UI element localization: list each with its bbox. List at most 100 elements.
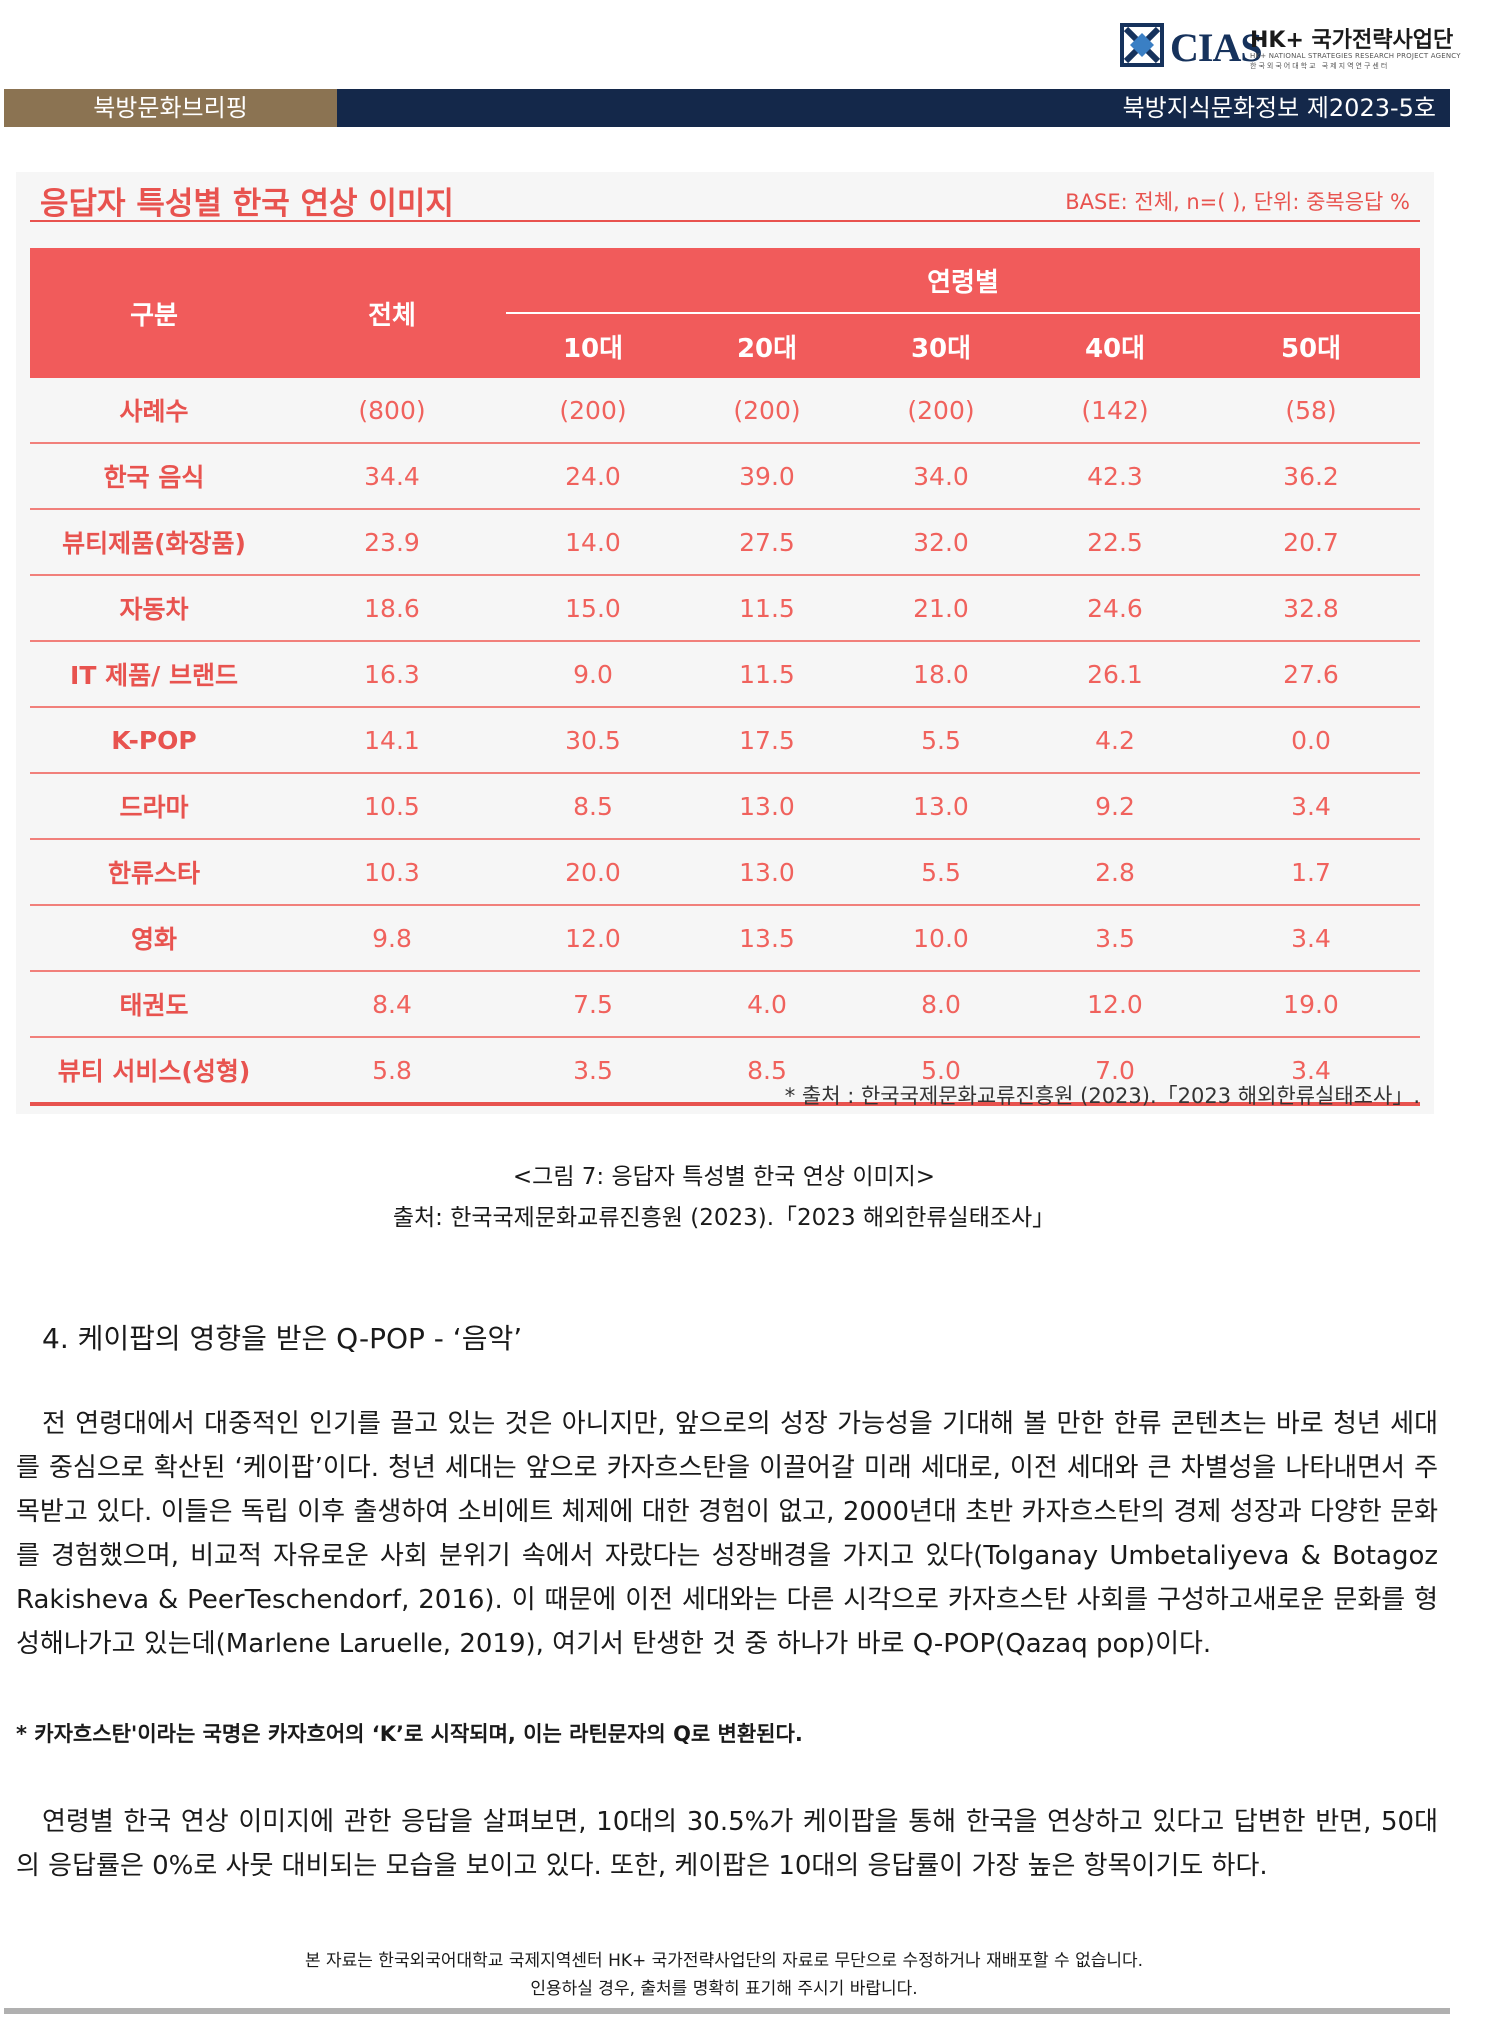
- table-row: 뷰티 서비스(성형) 5.8 3.5 8.5 5.0 7.0 3.4: [30, 1037, 1421, 1106]
- logo-subtitle-en: HK+ NATIONAL STRATEGIES RESEARCH PROJECT…: [1250, 52, 1461, 60]
- row-category: 영화: [30, 905, 278, 972]
- table-cell: 21.0: [854, 575, 1028, 642]
- table-cell: 4.0: [680, 971, 854, 1038]
- table-cell: 11.5: [680, 575, 854, 642]
- table-row: 태권도 8.4 7.5 4.0 8.0 12.0 19.0: [30, 971, 1421, 1038]
- footer-notice: 본 자료는 한국외국어대학교 국제지역센터 HK+ 국가전략사업단의 자료로 무…: [304, 1951, 1144, 1971]
- header-age-group: 연령별: [506, 248, 1421, 314]
- table-cell: 13.0: [854, 773, 1028, 840]
- table-cell: 5.5: [854, 839, 1028, 906]
- row-category: K-POP: [30, 707, 278, 774]
- table-cell: 20.0: [506, 839, 680, 906]
- table-cell: (200): [680, 378, 854, 444]
- table-cell: 11.5: [680, 641, 854, 708]
- table-row: 사례수 (800) (200) (200) (200) (142) (58): [30, 378, 1421, 444]
- table-cell: 19.0: [1202, 971, 1421, 1038]
- header-category: 구분: [30, 248, 278, 378]
- table-row: IT 제품/ 브랜드 16.3 9.0 11.5 18.0 26.1 27.6: [30, 641, 1421, 708]
- table-cell: 13.0: [680, 773, 854, 840]
- table-cell: 39.0: [680, 443, 854, 510]
- table-cell: 5.8: [278, 1037, 506, 1106]
- cias-logo: CIAS HK+ 국가전략사업단 HK+ NATIONAL STRATEGIES…: [1120, 20, 1461, 70]
- table-cell: 24.0: [506, 443, 680, 510]
- table-cell: (58): [1202, 378, 1421, 444]
- header-age-column: 20대: [680, 313, 854, 378]
- table-cell: 17.5: [680, 707, 854, 774]
- table-cell: 13.5: [680, 905, 854, 972]
- table-cell: 32.8: [1202, 575, 1421, 642]
- table-cell: 3.4: [1202, 1037, 1421, 1106]
- row-category: IT 제품/ 브랜드: [30, 641, 278, 708]
- table-cell: 3.4: [1202, 905, 1421, 972]
- table-cell: 7.5: [506, 971, 680, 1038]
- row-category: 뷰티 서비스(성형): [30, 1037, 278, 1106]
- table-cell: 12.0: [1028, 971, 1202, 1038]
- header-total: 전체: [278, 248, 506, 378]
- header-band: 북방문화브리핑 북방지식문화정보 제2023-5호: [4, 89, 1450, 127]
- table-cell: (142): [1028, 378, 1202, 444]
- table-cell: 16.3: [278, 641, 506, 708]
- band-right-label: 북방지식문화정보 제2023-5호: [337, 89, 1450, 127]
- table-cell: 27.5: [680, 509, 854, 576]
- table-cell: 22.5: [1028, 509, 1202, 576]
- table-cell: 42.3: [1028, 443, 1202, 510]
- table-cell: 0.0: [1202, 707, 1421, 774]
- table-cell: 24.6: [1028, 575, 1202, 642]
- row-category: 한국 음식: [30, 443, 278, 510]
- body-paragraph-2: 연령별 한국 연상 이미지에 관한 응답을 살펴보면, 10대의 30.5%가 …: [16, 1807, 1438, 1881]
- table-cell: 10.0: [854, 905, 1028, 972]
- data-table: 구분 전체 연령별 10대 20대 30대 40대 50대 사례수 (800) (200)(…: [30, 248, 1421, 1106]
- table-cell: 4.2: [1028, 707, 1202, 774]
- figure-base-note: BASE: 전체, n=( ), 단위: 중복응답 %: [1065, 190, 1410, 214]
- table-cell: 9.0: [506, 641, 680, 708]
- table-cell: 34.4: [278, 443, 506, 510]
- table-cell: 18.6: [278, 575, 506, 642]
- logo-hk-text: HK+ 국가전략사업단: [1250, 28, 1454, 53]
- table-cell: 34.0: [854, 443, 1028, 510]
- table-row: 자동차 18.6 15.0 11.5 21.0 24.6 32.8: [30, 575, 1421, 642]
- table-cell: 10.3: [278, 839, 506, 906]
- table-row: 영화 9.8 12.0 13.5 10.0 3.5 3.4: [30, 905, 1421, 972]
- table-cell: 14.1: [278, 707, 506, 774]
- table-cell: 26.1: [1028, 641, 1202, 708]
- table-cell: 32.0: [854, 509, 1028, 576]
- row-category: 자동차: [30, 575, 278, 642]
- table-cell: 36.2: [1202, 443, 1421, 510]
- row-category: 태권도: [30, 971, 278, 1038]
- table-row: K-POP 14.1 30.5 17.5 5.5 4.2 0.0: [30, 707, 1421, 774]
- table-cell: 3.5: [1028, 905, 1202, 972]
- table-cell: 13.0: [680, 839, 854, 906]
- cias-emblem-icon: [1120, 23, 1164, 67]
- table-cell: 30.5: [506, 707, 680, 774]
- header-age-column: 50대: [1202, 313, 1421, 378]
- figure-title: 응답자 특성별 한국 연상 이미지: [40, 186, 454, 222]
- figure-panel: 응답자 특성별 한국 연상 이미지 BASE: 전체, n=( ), 단위: 중…: [16, 172, 1434, 1114]
- logo-subtitle-ko: 한국외국어대학교 국제지역연구센터: [1250, 62, 1390, 70]
- row-category: 뷰티제품(화장품): [30, 509, 278, 576]
- table-cell: 18.0: [854, 641, 1028, 708]
- section-title: 4. 케이팝의 영향을 받은 Q-POP - ‘음악’: [42, 1322, 523, 1355]
- table-cell: 12.0: [506, 905, 680, 972]
- figure-title-rule: [30, 220, 1420, 222]
- bottom-rule: [4, 2008, 1450, 2014]
- table-cell: 23.9: [278, 509, 506, 576]
- table-cell: 5.0: [854, 1037, 1028, 1106]
- body-paragraph-1: 전 연령대에서 대중적인 인기를 끌고 있는 것은 아니지만, 앞으로의 성장 …: [16, 1409, 1438, 1659]
- table-cell: (200): [854, 378, 1028, 444]
- table-cell: 14.0: [506, 509, 680, 576]
- table-cell: 8.5: [506, 773, 680, 840]
- table-row: 한류스타 10.3 20.0 13.0 5.5 2.8 1.7: [30, 839, 1421, 906]
- table-cell: 3.5: [506, 1037, 680, 1106]
- table-cell: 20.7: [1202, 509, 1421, 576]
- table-cell: 7.0: [1028, 1037, 1202, 1106]
- figure-caption-source: 출처: 한국국제문화교류진흥원 (2023).「2023 해외한류실태조사」: [392, 1205, 1056, 1231]
- table-row: 뷰티제품(화장품) 23.9 14.0 27.5 32.0 22.5 20.7: [30, 509, 1421, 576]
- table-cell: 3.4: [1202, 773, 1421, 840]
- table-cell: (200): [506, 378, 680, 444]
- table-cell: 27.6: [1202, 641, 1421, 708]
- table-cell: 9.8: [278, 905, 506, 972]
- band-left-label: 북방문화브리핑: [4, 89, 337, 127]
- table-cell: 9.2: [1028, 773, 1202, 840]
- table-cell: 5.5: [854, 707, 1028, 774]
- table-row: 드라마 10.5 8.5 13.0 13.0 9.2 3.4: [30, 773, 1421, 840]
